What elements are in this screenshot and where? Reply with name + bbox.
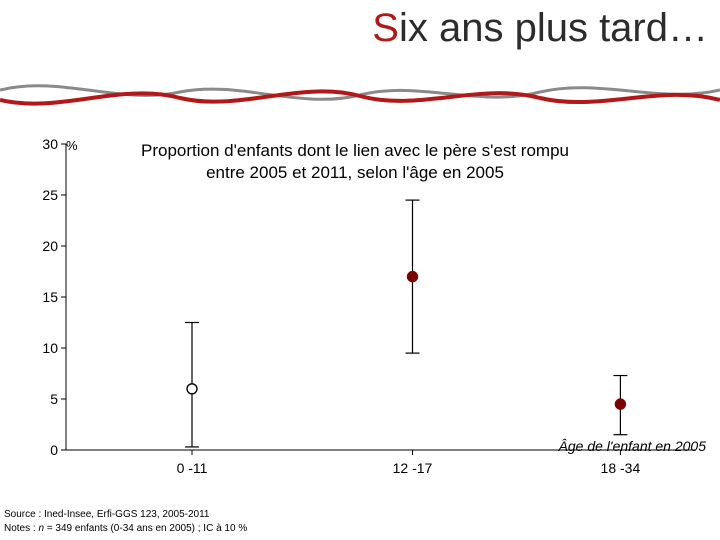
footnote-notes: Notes : n = 349 enfants (0-34 ans en 200… (4, 523, 247, 534)
chart: % Proportion d'enfants dont le lien avec… (20, 140, 710, 480)
x-tick-label: 18 -34 (590, 460, 650, 476)
y-tick-label: 30 (34, 136, 58, 152)
decorative-ribbon (0, 70, 720, 120)
y-tick-label: 15 (34, 289, 58, 305)
data-point (615, 399, 625, 409)
y-tick-label: 0 (34, 442, 58, 458)
title-rest: ix ans plus tard… (399, 6, 708, 50)
y-tick-label: 5 (34, 391, 58, 407)
y-tick-label: 10 (34, 340, 58, 356)
x-tick-label: 12 -17 (383, 460, 443, 476)
footnote-source: Source : Ined-Insee, Erfi-GGS 123, 2005-… (4, 509, 210, 520)
y-tick-label: 20 (34, 238, 58, 254)
data-point (408, 272, 418, 282)
title-initial: S (372, 6, 399, 50)
x-tick-label: 0 -11 (162, 460, 222, 476)
x-axis-caption: Âge de l'enfant en 2005 (559, 438, 706, 454)
slide-title: Six ans plus tard… (372, 6, 708, 51)
data-point (187, 384, 197, 394)
slide: Six ans plus tard… % Proportion d'enfant… (0, 0, 720, 540)
chart-svg (20, 140, 710, 480)
y-tick-label: 25 (34, 187, 58, 203)
